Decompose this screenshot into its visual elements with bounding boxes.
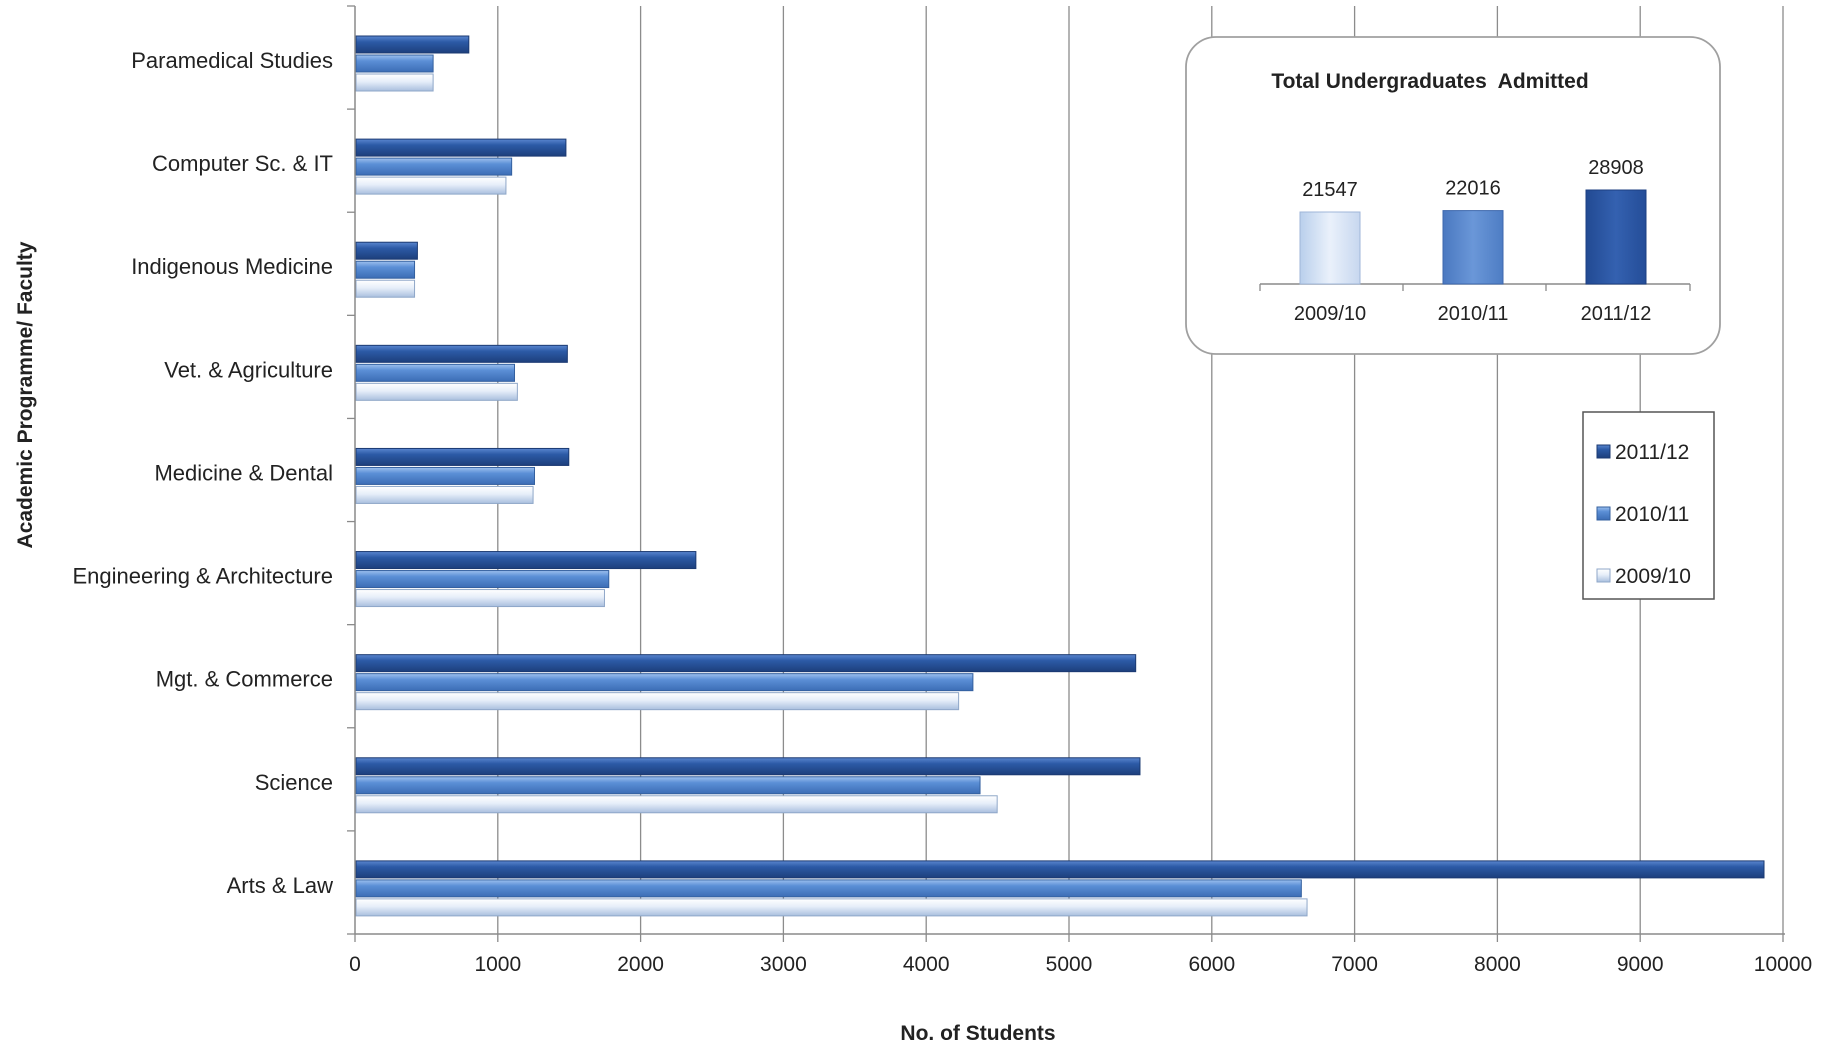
category-label: Computer Sc. & IT — [152, 151, 333, 176]
legend-items: 2011/12 2010/11 2009/10 — [1596, 441, 1691, 588]
category-label: Science — [255, 770, 333, 795]
bar-2009-10-3 — [355, 382, 518, 401]
x-axis-title: No. of Students — [900, 1022, 1055, 1040]
x-tick-label: 2000 — [617, 953, 664, 976]
bar-2010-11-6 — [355, 673, 974, 692]
bar-2010-11-5 — [355, 570, 610, 589]
category-label: Engineering & Architecture — [73, 564, 334, 589]
legend: 2011/12 2010/11 2009/10 — [1582, 411, 1715, 600]
legend-swatch-2009-10 — [1596, 568, 1611, 583]
legend-label: 2010/11 — [1615, 503, 1689, 526]
category-label: Paramedical Studies — [131, 48, 333, 73]
bar-2011-12-5 — [355, 551, 697, 570]
inset-category-label: 2010/11 — [1438, 303, 1509, 325]
legend-swatch-2010-11 — [1596, 506, 1611, 521]
inset-bars: 21547 2009/10 22016 2010/11 28908 2011/12 — [1259, 157, 1691, 325]
bar-2010-11-4 — [355, 466, 535, 485]
inset-category-label: 2011/12 — [1581, 303, 1652, 325]
bar-2011-12-0 — [355, 35, 470, 54]
bar-2010-11-2 — [355, 260, 416, 279]
bar-2009-10-1 — [355, 176, 507, 195]
category-label: Indigenous Medicine — [131, 254, 333, 279]
category-label: Medicine & Dental — [154, 460, 333, 485]
inset-bar-2011-12 — [1585, 189, 1647, 285]
bar-2010-11-8 — [355, 879, 1302, 898]
category-label: Arts & Law — [227, 873, 333, 898]
inset-bar-2009-10 — [1299, 211, 1361, 285]
x-tick-label: 3000 — [760, 953, 807, 976]
x-tick-label: 1000 — [474, 953, 521, 976]
category-label: Vet. & Agriculture — [164, 357, 333, 382]
legend-label: 2009/10 — [1615, 565, 1691, 588]
bar-2009-10-0 — [355, 73, 434, 92]
y-axis-title: Academic Programme/ Faculty — [14, 241, 37, 548]
y-tick-marks — [347, 5, 355, 935]
bar-2010-11-0 — [355, 54, 434, 73]
bars — [355, 35, 1765, 917]
bar-2011-12-6 — [355, 654, 1137, 673]
x-tick-label: 8000 — [1474, 953, 1521, 976]
bar-2010-11-1 — [355, 157, 513, 176]
bar-2009-10-4 — [355, 485, 534, 504]
x-tick-label: 10000 — [1754, 953, 1812, 976]
inset-value-label: 28908 — [1588, 157, 1644, 179]
bar-2011-12-1 — [355, 138, 567, 157]
bar-2009-10-8 — [355, 898, 1308, 917]
x-tick-label: 5000 — [1046, 953, 1093, 976]
x-tick-label: 4000 — [903, 953, 950, 976]
bar-2010-11-3 — [355, 363, 516, 382]
bar-2009-10-6 — [355, 692, 960, 711]
inset-value-label: 22016 — [1445, 178, 1501, 200]
x-tick-label: 9000 — [1617, 953, 1664, 976]
x-tick-label: 0 — [349, 953, 361, 976]
inset-bar-2010-11 — [1442, 210, 1504, 285]
bar-2011-12-4 — [355, 447, 570, 466]
category-label: Mgt. & Commerce — [156, 667, 333, 692]
bar-2011-12-8 — [355, 860, 1765, 879]
x-tick-label: 7000 — [1331, 953, 1378, 976]
x-tick-label: 6000 — [1188, 953, 1235, 976]
bar-2010-11-7 — [355, 776, 981, 795]
bar-2009-10-2 — [355, 279, 416, 298]
legend-swatch-2011-12 — [1596, 444, 1611, 459]
inset-title: Total Undergraduates Admitted — [1271, 70, 1588, 93]
legend-frame — [1582, 411, 1715, 600]
x-tick-labels: 0 1000 2000 3000 4000 5000 6000 7000 8000 9000 100… — [349, 934, 1812, 976]
inset-category-label: 2009/10 — [1294, 303, 1366, 325]
inset-panel: Total Undergraduates Admitted 21547 2009/… — [1185, 36, 1721, 355]
inset-value-label: 21547 — [1302, 179, 1358, 201]
legend-label: 2011/12 — [1615, 441, 1689, 464]
bar-2011-12-2 — [355, 241, 418, 260]
bar-2011-12-3 — [355, 344, 568, 363]
bar-2009-10-5 — [355, 589, 605, 608]
category-labels: Paramedical Studies Computer Sc. & IT Indi… — [73, 48, 334, 898]
bar-2011-12-7 — [355, 757, 1141, 776]
bar-2009-10-7 — [355, 795, 998, 814]
